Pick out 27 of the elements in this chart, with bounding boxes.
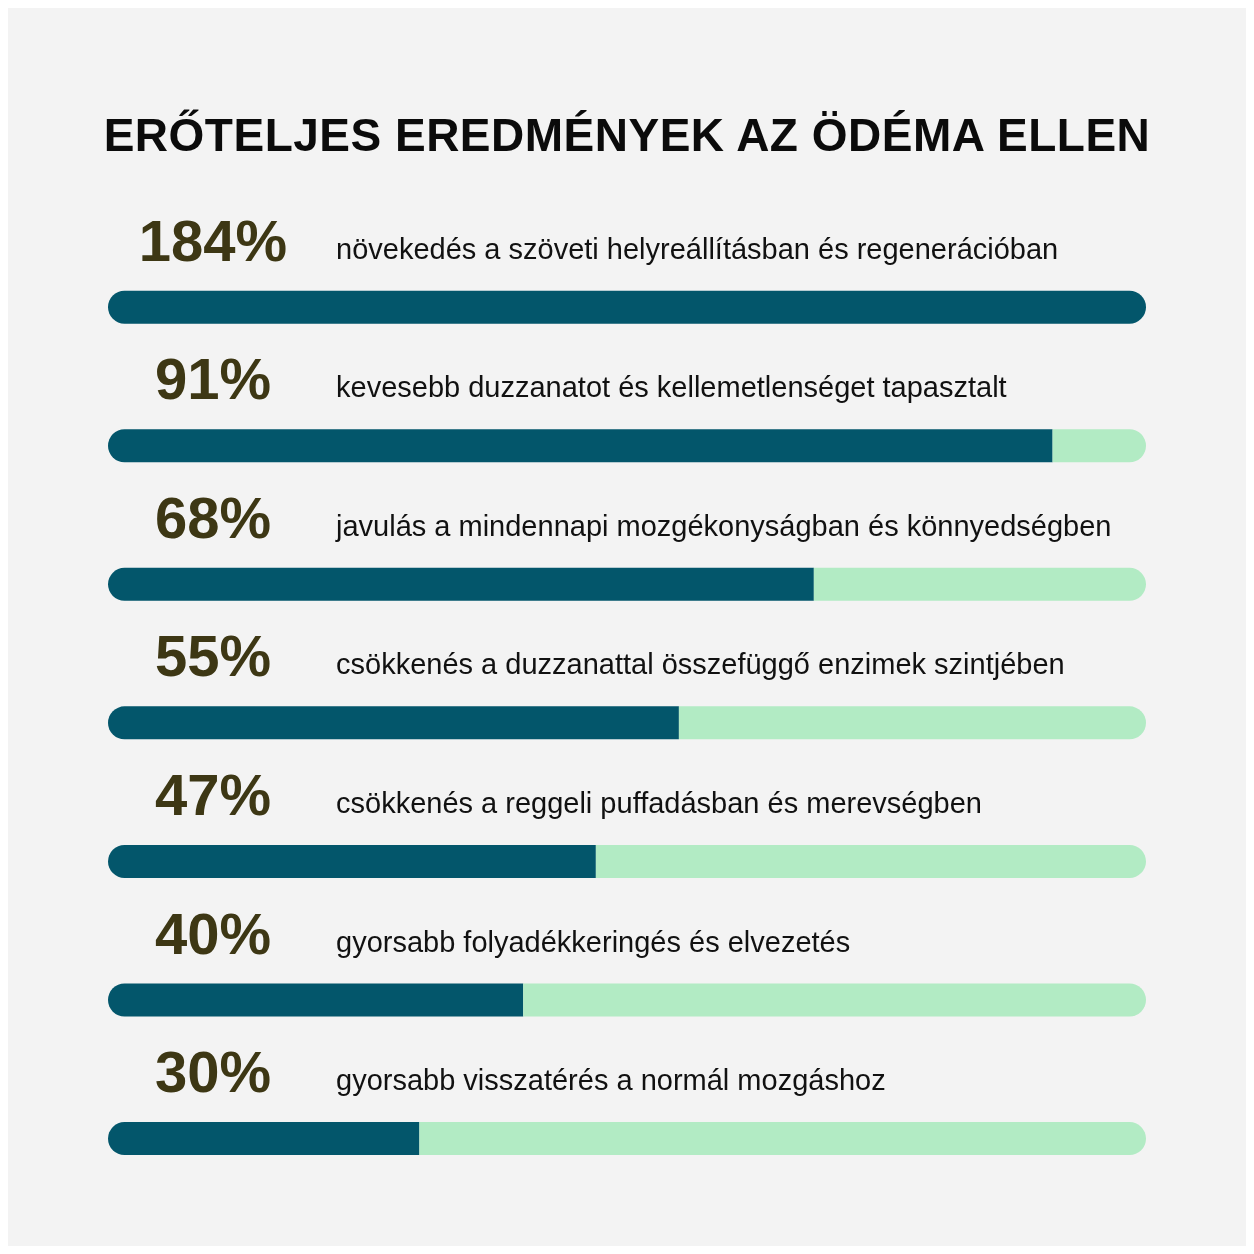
bar [1052, 429, 1146, 463]
data-label: 47% [154, 761, 272, 827]
y-tick-label: gyorsabb visszatérés a normál mozgáshoz [336, 1064, 886, 1097]
data-label: 30% [154, 1039, 272, 1105]
y-tick-label: növekedés a szöveti helyreállításban és regenerációban [336, 232, 1059, 265]
text: 184% [138, 207, 288, 273]
bar [108, 844, 596, 878]
data-label: 40% [154, 900, 272, 966]
bar [108, 567, 814, 601]
bar [813, 567, 1146, 601]
y-tick-label: kevesebb duzzanatot és kellemetlenséget tapasztalt [336, 371, 1007, 404]
y-tick-label: gyorsabb folyadékkeringés és elvezetés [336, 925, 851, 958]
y-tick-label: csökkenés a duzzanattal összefüggő enzimek szintjében [336, 648, 1065, 681]
bar [523, 983, 1146, 1017]
data-label: 55% [154, 623, 272, 689]
data-label: 91% [154, 346, 272, 412]
bar [678, 706, 1146, 740]
chart-title: ERŐTELJES EREDMÉNYEK AZ ÖDÉMA ELLEN [102, 108, 1152, 163]
data-label: 68% [154, 484, 272, 550]
bar [108, 1122, 420, 1156]
bar [108, 983, 524, 1017]
y-tick-label: javulás a mindennapi mozgékonyságban és könnyedségben [335, 509, 1112, 542]
bar [595, 844, 1146, 878]
y-tick-label: csökkenés a reggeli puffadásban és merevségben [336, 786, 982, 819]
bar [419, 1122, 1146, 1156]
bar [108, 429, 1053, 463]
bar [108, 706, 679, 740]
